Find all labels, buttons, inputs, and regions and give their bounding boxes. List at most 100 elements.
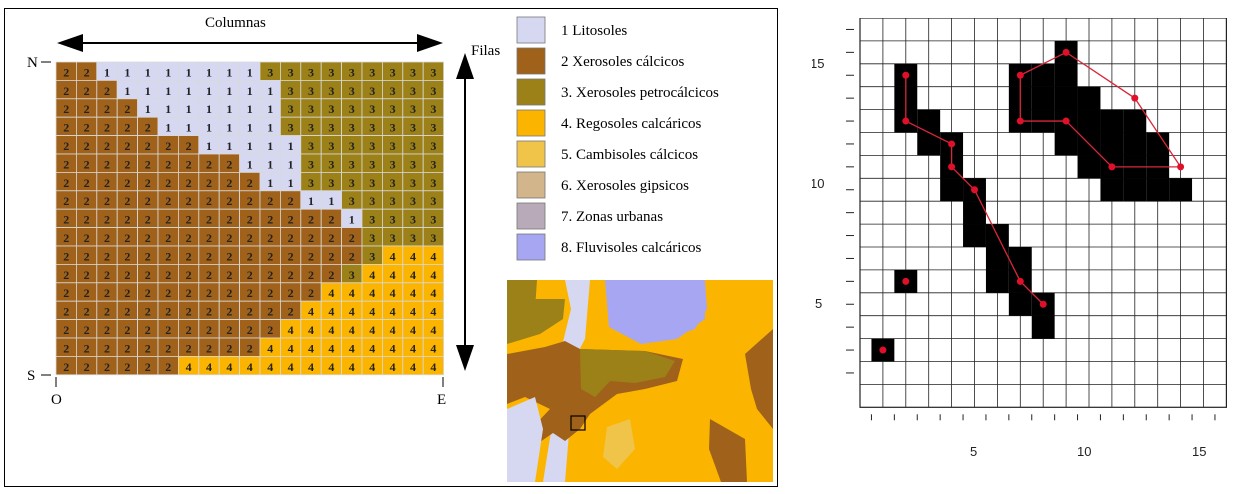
raster-cell-value: 4 [206,360,212,374]
raster-cell-value: 2 [247,231,253,245]
raster-cell-value: 2 [84,84,90,98]
raster-cell-value: 3 [410,65,416,79]
raster-cell-value: 4 [430,360,436,374]
raster-cell-value: 4 [390,305,396,319]
raster-cell-value: 2 [165,213,171,227]
legend-label: 6. Xerosoles gipsicos [561,178,689,194]
raster-cell-value: 2 [63,360,69,374]
raster-cell-value: 3 [369,139,375,153]
raster-cell-value: 2 [84,268,90,282]
point [1016,71,1024,79]
raster-cell-value: 2 [165,305,171,319]
raster-cell-value: 2 [145,139,151,153]
raster-cell-value: 4 [410,341,416,355]
filled-cell [1054,86,1078,110]
raster-cell-value: 1 [206,139,212,153]
raster-cell-value: 2 [186,231,192,245]
raster-cell-value: 2 [63,305,69,319]
point [1131,94,1139,102]
raster-cell-value: 2 [84,231,90,245]
raster-cell-value: 2 [186,157,192,171]
raster-cell-value: 2 [84,65,90,79]
raster-cell-value: 3 [369,213,375,227]
raster-cell-value: 1 [206,121,212,135]
point [879,346,887,354]
raster-cell-value: 2 [247,176,253,190]
raster-cell-value: 2 [63,102,69,116]
raster-cell-value: 2 [186,341,192,355]
raster-cell-value: 2 [84,176,90,190]
raster-cell-value: 2 [308,286,314,300]
filled-cell [917,109,941,133]
raster-cell-value: 4 [369,341,375,355]
raster-cell-value: 3 [349,194,355,208]
raster-cell-value: 3 [390,231,396,245]
raster-cell-value: 3 [349,268,355,282]
x-tick-10: 10 [1077,444,1091,459]
raster-cell-value: 2 [84,157,90,171]
raster-cell-value: 2 [104,121,110,135]
raster-cell-value: 3 [430,213,436,227]
point [902,117,910,125]
raster-cell-value: 1 [226,84,232,98]
raster-cell-value: 2 [186,268,192,282]
filled-cell [1169,178,1193,202]
raster-cell-value: 2 [165,194,171,208]
point [1177,163,1185,171]
raster-cell-value: 2 [124,360,130,374]
raster-cell-value: 1 [165,65,171,79]
filled-cell [1123,109,1147,133]
raster-cell-value: 2 [84,139,90,153]
raster-cell-value: 2 [124,194,130,208]
raster-cell-value: 2 [206,323,212,337]
raster-cell-value: 4 [247,360,253,374]
east-label: E [437,392,446,408]
legend-swatch [516,171,546,199]
raster-cell-value: 2 [63,323,69,337]
raster-cell-value: 3 [410,121,416,135]
raster-cell-value: 3 [308,121,314,135]
raster-cell-value: 2 [63,65,69,79]
raster-cell-value: 2 [84,286,90,300]
filled-cell [963,224,986,247]
raster-cell-value: 2 [267,213,273,227]
raster-cell-value: 1 [165,121,171,135]
raster-cell-value: 2 [206,286,212,300]
filled-cell [917,132,941,156]
raster-cell-value: 2 [308,268,314,282]
raster-cell-value: 3 [308,65,314,79]
raster-cell-value: 4 [349,286,355,300]
raster-cell-value: 2 [63,84,69,98]
raster-cell-value: 2 [124,102,130,116]
raster-cell-value: 2 [206,268,212,282]
raster-cell-value: 2 [104,102,110,116]
rows-label: Filas [471,43,500,59]
point [1039,300,1047,308]
raster-cell-value: 4 [288,323,294,337]
filled-cell [940,178,964,202]
west-label: O [51,392,62,408]
raster-cell-value: 2 [206,341,212,355]
raster-cell-value: 2 [104,139,110,153]
legend-label: 1 Litosoles [561,23,627,39]
raster-cell-value: 2 [206,213,212,227]
raster-cell-value: 2 [288,213,294,227]
raster-cell-value: 2 [104,194,110,208]
raster-cell-value: 4 [430,268,436,282]
raster-cell-value: 3 [410,84,416,98]
raster-cell-value: 2 [145,305,151,319]
raster-cell-value: 4 [308,323,314,337]
raster-cell-value: 2 [124,231,130,245]
legend-swatch [516,233,546,261]
raster-cell-value: 3 [308,157,314,171]
raster-cell-value: 2 [288,286,294,300]
raster-cell-value: 4 [328,323,334,337]
raster-cell-value: 2 [104,157,110,171]
raster-cell-value: 4 [369,305,375,319]
raster-cell-value: 1 [247,84,253,98]
raster-cell-value: 2 [145,341,151,355]
raster-cell-value: 2 [226,176,232,190]
raster-cell-value: 2 [63,268,69,282]
raster-cell-value: 2 [206,157,212,171]
filled-cell [985,269,1009,293]
